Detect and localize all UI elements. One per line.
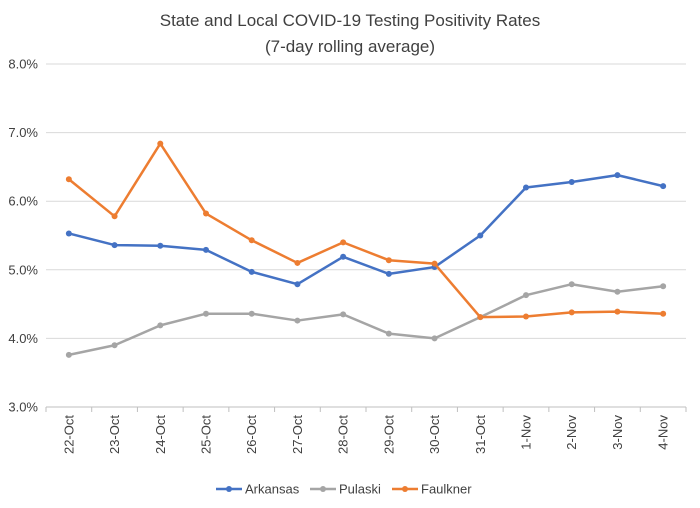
y-tick-label: 3.0% (8, 400, 38, 415)
data-point-arkansas (340, 253, 347, 260)
data-point-pulaski (385, 330, 392, 337)
y-tick-label: 4.0% (8, 331, 38, 346)
legend-marker-arkansas (226, 486, 232, 492)
series-line-pulaski (67, 282, 665, 357)
data-point-arkansas (660, 183, 667, 190)
data-point-arkansas (294, 281, 301, 288)
data-point-pulaski (340, 311, 347, 318)
data-point-faulkner (203, 210, 209, 217)
data-point-pulaski (203, 310, 209, 317)
data-point-faulkner (65, 176, 72, 183)
x-tick-label: 30-Oct (427, 415, 442, 454)
y-tick-label: 6.0% (8, 194, 38, 209)
x-axis: 22-Oct 23-Oct 24-Oct 25-Oct 26-Oct 27-Oct 28-O… (45, 406, 687, 454)
x-tick-label: 28-Oct (336, 415, 351, 454)
data-point-pulaski (111, 342, 118, 349)
data-point-faulkner (614, 308, 621, 315)
x-tick-label: 22-Oct (61, 415, 76, 454)
data-point-faulkner (523, 313, 529, 320)
data-point-faulkner (111, 213, 118, 220)
x-tick-label: 27-Oct (290, 415, 305, 454)
data-point-pulaski (523, 292, 529, 299)
legend: Arkansas Pulaski Faulkner (216, 482, 472, 497)
chart-title: State and Local COVID-19 Testing Positiv… (160, 11, 540, 30)
x-tick-label: 29-Oct (381, 415, 396, 454)
y-axis: 3.0% 4.0% 5.0% 6.0% 7.0% 8.0% (8, 57, 38, 415)
data-point-faulkner (568, 309, 575, 316)
data-point-pulaski (157, 322, 164, 329)
x-tick-label: 4-Nov (656, 415, 671, 450)
x-tick-label: 23-Oct (107, 415, 122, 454)
data-point-faulkner (340, 239, 347, 246)
legend-marker-pulaski (320, 486, 326, 492)
data-point-faulkner (385, 257, 392, 264)
x-tick-label: 25-Oct (199, 415, 214, 454)
x-tick-label: 31-Oct (473, 415, 488, 454)
data-point-pulaski (568, 281, 575, 288)
data-point-faulkner (294, 259, 301, 266)
chart-subtitle: (7-day rolling average) (265, 37, 435, 56)
data-point-pulaski (65, 351, 72, 358)
data-point-faulkner (431, 260, 438, 267)
data-point-pulaski (431, 335, 438, 342)
data-point-arkansas (614, 172, 621, 179)
x-tick-label: 1-Nov (519, 415, 534, 450)
data-point-faulkner (157, 140, 164, 147)
data-point-pulaski (614, 288, 621, 295)
grid (46, 63, 686, 339)
data-point-arkansas (385, 270, 392, 277)
data-point-pulaski (294, 317, 301, 324)
x-tick-label: 26-Oct (244, 415, 259, 454)
data-point-arkansas (248, 268, 255, 275)
data-point-arkansas (523, 184, 529, 191)
data-point-faulkner (660, 310, 667, 317)
y-tick-label: 8.0% (8, 57, 38, 72)
data-point-arkansas (157, 242, 164, 249)
data-point-pulaski (660, 283, 667, 290)
legend-label-arkansas: Arkansas (245, 482, 300, 497)
legend-label-faulkner: Faulkner (421, 482, 472, 497)
legend-marker-faulkner (402, 486, 408, 492)
y-tick-label: 7.0% (8, 125, 38, 140)
data-point-arkansas (65, 230, 72, 237)
data-point-arkansas (111, 242, 118, 249)
data-point-faulkner (248, 237, 255, 244)
series-line-faulkner (67, 142, 665, 319)
series-group (65, 140, 667, 358)
x-tick-label: 3-Nov (610, 415, 625, 450)
legend-label-pulaski: Pulaski (339, 482, 381, 497)
data-point-arkansas (477, 232, 484, 239)
series-line-arkansas (67, 173, 665, 286)
data-point-faulkner (477, 314, 484, 321)
y-tick-label: 5.0% (8, 262, 38, 277)
data-point-arkansas (203, 246, 209, 253)
data-point-pulaski (248, 310, 255, 317)
x-tick-label: 2-Nov (564, 415, 579, 450)
data-point-arkansas (568, 178, 575, 185)
x-tick-label: 24-Oct (153, 415, 168, 454)
